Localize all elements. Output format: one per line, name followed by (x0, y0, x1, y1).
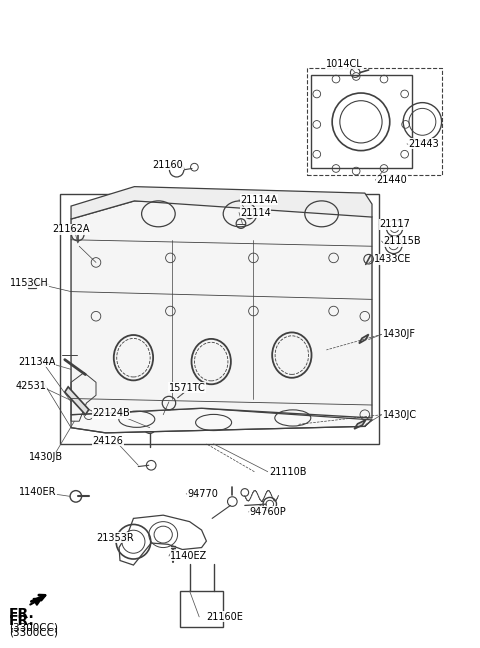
Text: 1014CL: 1014CL (326, 58, 363, 69)
Text: 22124B: 22124B (92, 408, 130, 419)
Text: 1140ER: 1140ER (19, 487, 57, 498)
Bar (307, 68, 442, 175)
Polygon shape (359, 334, 369, 343)
Text: 1153CH: 1153CH (10, 277, 48, 288)
Polygon shape (71, 187, 372, 219)
Text: 1571TC: 1571TC (169, 382, 206, 393)
Bar (180, 591, 223, 627)
Text: (3300CC): (3300CC) (9, 627, 58, 637)
Text: 94760P: 94760P (250, 507, 287, 517)
Text: 21134A: 21134A (18, 356, 56, 367)
Bar (28, 280, 36, 288)
Text: 21160E: 21160E (206, 612, 243, 622)
Text: 1433CE: 1433CE (374, 254, 412, 264)
Text: 1430JF: 1430JF (383, 329, 416, 340)
Text: 21160: 21160 (153, 159, 183, 170)
Bar (60, 194, 379, 444)
Text: 21353R: 21353R (96, 533, 134, 543)
Bar (311, 75, 412, 168)
Text: 1430JC: 1430JC (383, 410, 417, 420)
Text: 21114A: 21114A (240, 194, 277, 205)
Text: 1430JB: 1430JB (29, 452, 63, 463)
Polygon shape (65, 387, 89, 415)
Text: FR.: FR. (9, 607, 35, 621)
Text: 21114: 21114 (240, 207, 271, 218)
Text: 24126: 24126 (92, 435, 123, 446)
Polygon shape (71, 201, 372, 418)
Text: 21440: 21440 (376, 175, 407, 185)
Polygon shape (71, 408, 372, 433)
Text: 21117: 21117 (379, 219, 410, 229)
Text: (3300CC): (3300CC) (9, 622, 58, 632)
Text: 21443: 21443 (408, 139, 439, 149)
Text: 21110B: 21110B (269, 467, 306, 477)
Text: 42531: 42531 (15, 381, 46, 391)
Text: 1140EZ: 1140EZ (170, 551, 208, 561)
Text: 21115B: 21115B (383, 236, 420, 246)
Text: 21162A: 21162A (52, 224, 89, 235)
Text: FR.: FR. (9, 614, 35, 629)
Polygon shape (354, 420, 366, 429)
Text: 94770: 94770 (187, 489, 218, 499)
